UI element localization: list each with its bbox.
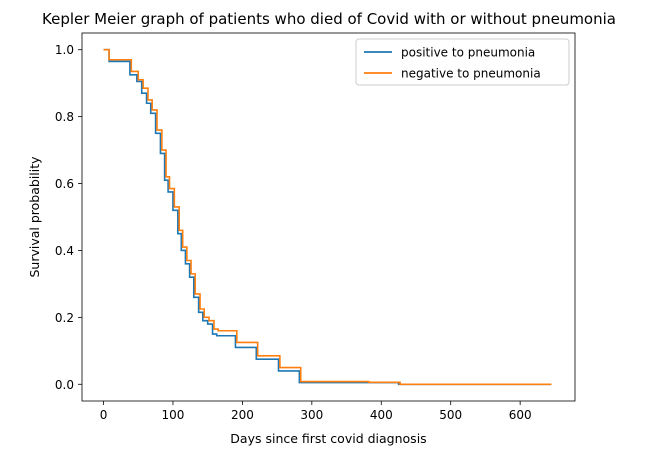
- x-tick-label: 300: [300, 408, 323, 422]
- plot-frame: [81, 32, 576, 402]
- x-tick-label: 200: [231, 408, 254, 422]
- y-tick-label: 0.8: [55, 110, 74, 124]
- y-tick-label: 0.2: [55, 311, 74, 325]
- y-tick-label: 0.0: [55, 378, 74, 392]
- legend: positive to pneumonia negative to pneumon…: [355, 38, 570, 86]
- x-tick-label: 0: [100, 408, 108, 422]
- x-tick-label: 600: [509, 408, 532, 422]
- x-tick-label: 100: [162, 408, 185, 422]
- y-tick-label: 0.4: [55, 244, 74, 258]
- legend-label: negative to pneumonia: [401, 67, 541, 81]
- series-line-positive: [103, 48, 552, 386]
- y-tick-label: 0.6: [55, 177, 74, 191]
- y-tick-label: 1.0: [55, 43, 74, 57]
- legend-box: [355, 38, 570, 86]
- chart-title: Kepler Meier graph of patients who died …: [42, 10, 616, 28]
- y-axis-label: Survival probability: [27, 156, 42, 278]
- legend-label: positive to pneumonia: [401, 46, 535, 60]
- x-axis-label: Days since first covid diagnosis: [230, 431, 426, 446]
- x-tick-label: 500: [439, 408, 462, 422]
- series-line-negative: [103, 48, 552, 386]
- x-tick-label: 400: [370, 408, 393, 422]
